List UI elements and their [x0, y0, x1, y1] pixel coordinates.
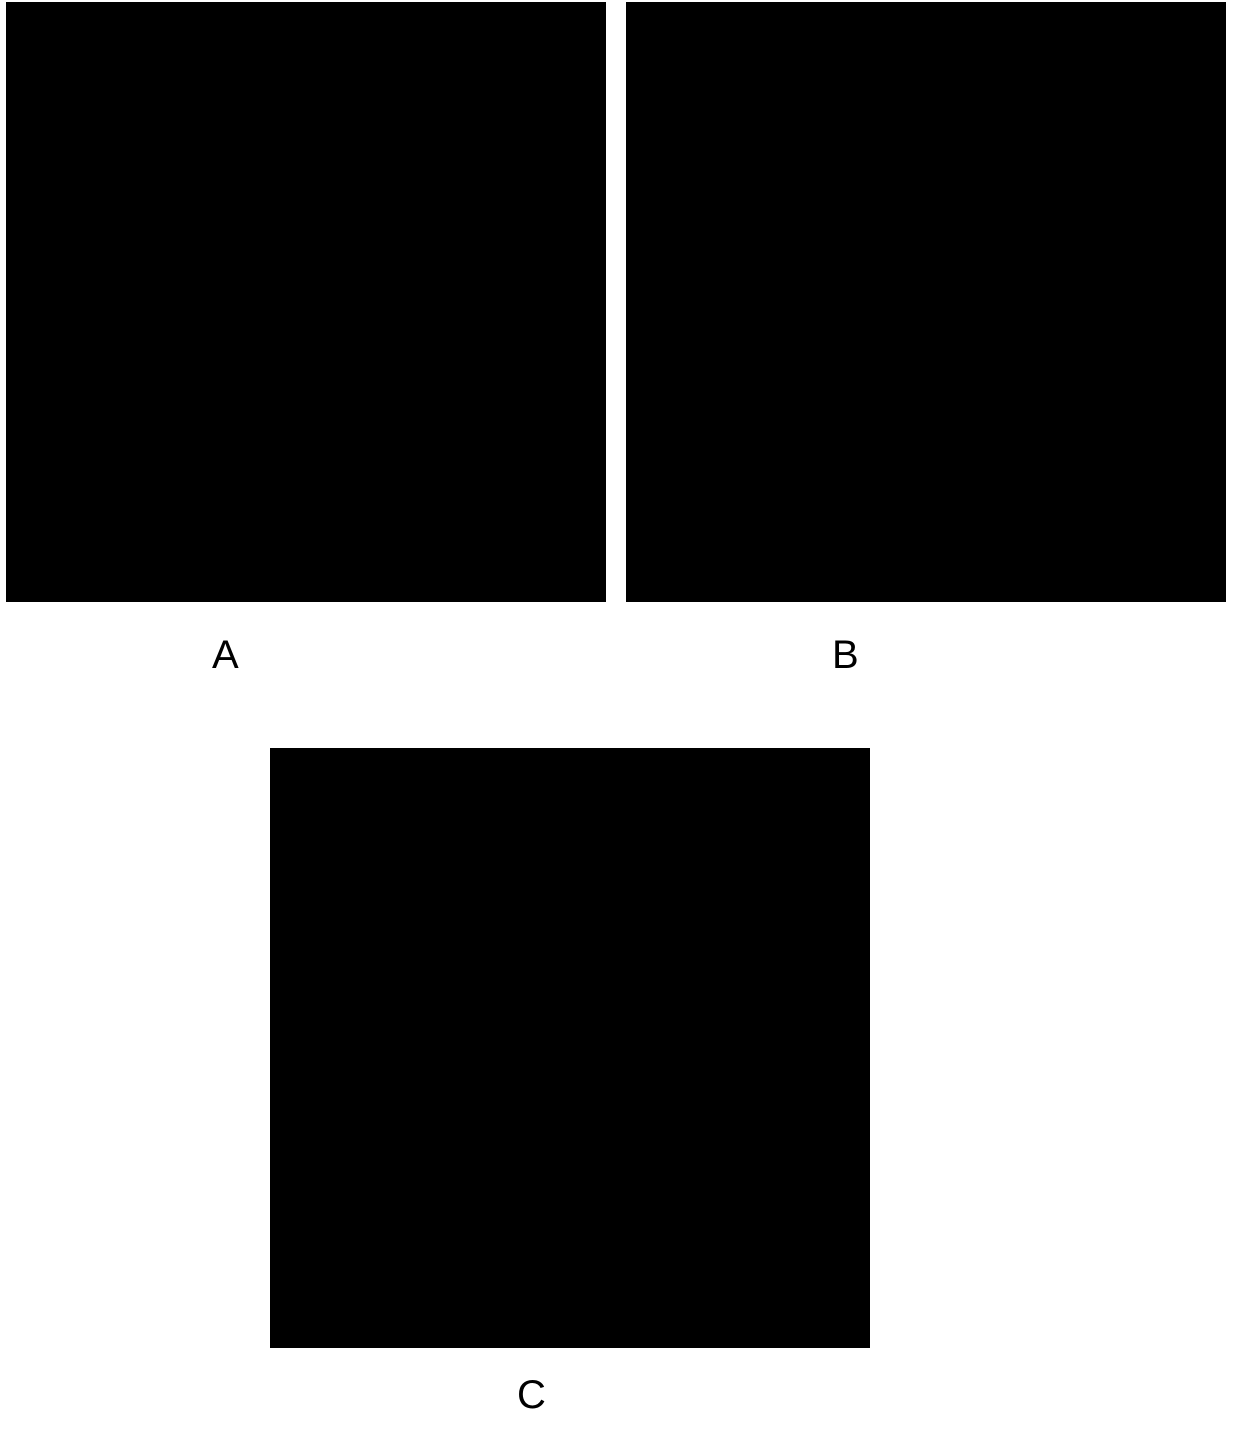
panel-a-label: A	[212, 633, 240, 678]
panel-c-label: C	[517, 1373, 547, 1418]
panel-b	[626, 2, 1226, 602]
panel-b-label: B	[832, 633, 860, 678]
panel-a	[6, 2, 606, 602]
panel-c	[270, 748, 870, 1348]
